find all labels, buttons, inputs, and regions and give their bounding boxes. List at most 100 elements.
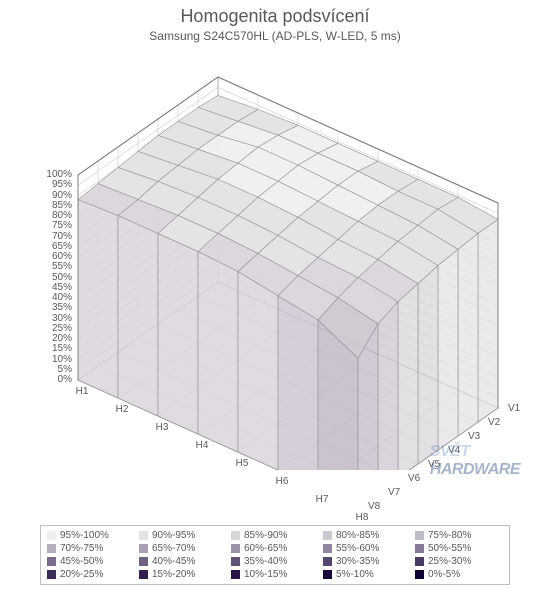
axis-tick-label: H2 [116, 404, 129, 415]
legend-label: 5%-10% [336, 569, 374, 580]
axis-tick-label: V3 [468, 431, 480, 442]
legend-swatch [415, 557, 424, 566]
legend-label: 80%-85% [336, 530, 379, 541]
axis-tick-label: V7 [388, 487, 400, 498]
axis-tick-label: 60% [52, 251, 72, 262]
legend-swatch [47, 544, 56, 553]
legend-label: 45%-50% [60, 556, 103, 567]
legend-swatch [47, 570, 56, 579]
axis-tick-label: V8 [368, 501, 380, 512]
axis-tick-label: 20% [52, 333, 72, 344]
legend-item: 30%-35% [323, 556, 411, 567]
legend-swatch [415, 531, 424, 540]
axis-tick-label: 80% [52, 210, 72, 221]
legend-label: 65%-70% [152, 543, 195, 554]
axis-tick-label: 15% [52, 343, 72, 354]
axis-tick-label: 50% [52, 272, 72, 283]
axis-tick-label: 40% [52, 292, 72, 303]
legend-label: 35%-40% [244, 556, 287, 567]
legend-item: 85%-90% [231, 530, 319, 541]
legend-label: 85%-90% [244, 530, 287, 541]
legend-item: 65%-70% [139, 543, 227, 554]
legend-label: 60%-65% [244, 543, 287, 554]
axis-tick-label: 70% [52, 231, 72, 242]
legend-label: 25%-30% [428, 556, 471, 567]
legend-swatch [231, 531, 240, 540]
legend-swatch [323, 570, 332, 579]
legend-label: 75%-80% [428, 530, 471, 541]
axis-tick-label: 5% [58, 364, 72, 375]
axis-tick-label: 90% [52, 190, 72, 201]
legend-item: 90%-95% [139, 530, 227, 541]
legend-label: 10%-15% [244, 569, 287, 580]
axis-tick-label: 100% [46, 169, 72, 180]
axis-tick-label: 10% [52, 354, 72, 365]
axis-tick-label: H8 [356, 512, 369, 523]
legend-label: 0%-5% [428, 569, 460, 580]
legend-item: 95%-100% [47, 530, 135, 541]
chart-title: Homogenita podsvícení [0, 0, 550, 27]
legend-item: 75%-80% [415, 530, 503, 541]
axis-tick-label: 30% [52, 313, 72, 324]
axis-tick-label: 0% [58, 374, 72, 385]
legend-swatch [323, 544, 332, 553]
legend-label: 55%-60% [336, 543, 379, 554]
legend-label: 95%-100% [60, 530, 109, 541]
legend-item: 15%-20% [139, 569, 227, 580]
legend-item: 10%-15% [231, 569, 319, 580]
legend-swatch [139, 544, 148, 553]
legend-label: 40%-45% [152, 556, 195, 567]
axis-tick-label: V6 [408, 473, 420, 484]
axis-tick-label: H5 [236, 458, 249, 469]
legend-item: 40%-45% [139, 556, 227, 567]
legend-label: 15%-20% [152, 569, 195, 580]
axis-tick-label: 25% [52, 323, 72, 334]
legend-item: 35%-40% [231, 556, 319, 567]
axis-tick-label: 95% [52, 179, 72, 190]
chart-subtitle: Samsung S24C570HL (AD-PLS, W-LED, 5 ms) [0, 27, 550, 43]
axis-tick-label: H4 [196, 440, 209, 451]
legend-swatch [231, 570, 240, 579]
legend: 95%-100% 90%-95% 85%-90% 80%-85% 75%-80% 70%-… [40, 525, 510, 585]
legend-label: 90%-95% [152, 530, 195, 541]
axis-tick-label: H6 [276, 476, 289, 487]
surface-plot [0, 50, 550, 470]
axis-tick-label: H3 [156, 422, 169, 433]
axis-tick-label: 65% [52, 241, 72, 252]
legend-swatch [231, 544, 240, 553]
axis-tick-label: V1 [508, 403, 520, 414]
chart-container: Homogenita podsvícení Samsung S24C570HL … [0, 0, 550, 589]
legend-label: 70%-75% [60, 543, 103, 554]
axis-tick-label: 35% [52, 302, 72, 313]
legend-item: 45%-50% [47, 556, 135, 567]
axis-tick-label: 75% [52, 220, 72, 231]
legend-swatch [139, 557, 148, 566]
axis-tick-label: 55% [52, 261, 72, 272]
legend-swatch [415, 570, 424, 579]
legend-swatch [47, 531, 56, 540]
legend-item: 20%-25% [47, 569, 135, 580]
axis-tick-label: H1 [76, 386, 89, 397]
axis-tick-label: H7 [316, 494, 329, 505]
legend-label: 30%-35% [336, 556, 379, 567]
legend-swatch [139, 570, 148, 579]
axis-tick-label: V2 [488, 417, 500, 428]
legend-swatch [47, 557, 56, 566]
legend-item: 80%-85% [323, 530, 411, 541]
legend-item: 0%-5% [415, 569, 503, 580]
legend-item: 5%-10% [323, 569, 411, 580]
legend-swatch [231, 557, 240, 566]
legend-item: 50%-55% [415, 543, 503, 554]
legend-swatch [323, 531, 332, 540]
axis-tick-label: 85% [52, 200, 72, 211]
legend-item: 60%-65% [231, 543, 319, 554]
legend-label: 20%-25% [60, 569, 103, 580]
legend-label: 50%-55% [428, 543, 471, 554]
watermark: SVĚT HARDWARE [430, 443, 520, 479]
legend-swatch [323, 557, 332, 566]
plot-area: 0%5%10%15%20%25%30%35%40%45%50%55%60%65%… [0, 50, 550, 470]
legend-item: 25%-30% [415, 556, 503, 567]
legend-item: 55%-60% [323, 543, 411, 554]
axis-tick-label: 45% [52, 282, 72, 293]
legend-swatch [139, 531, 148, 540]
